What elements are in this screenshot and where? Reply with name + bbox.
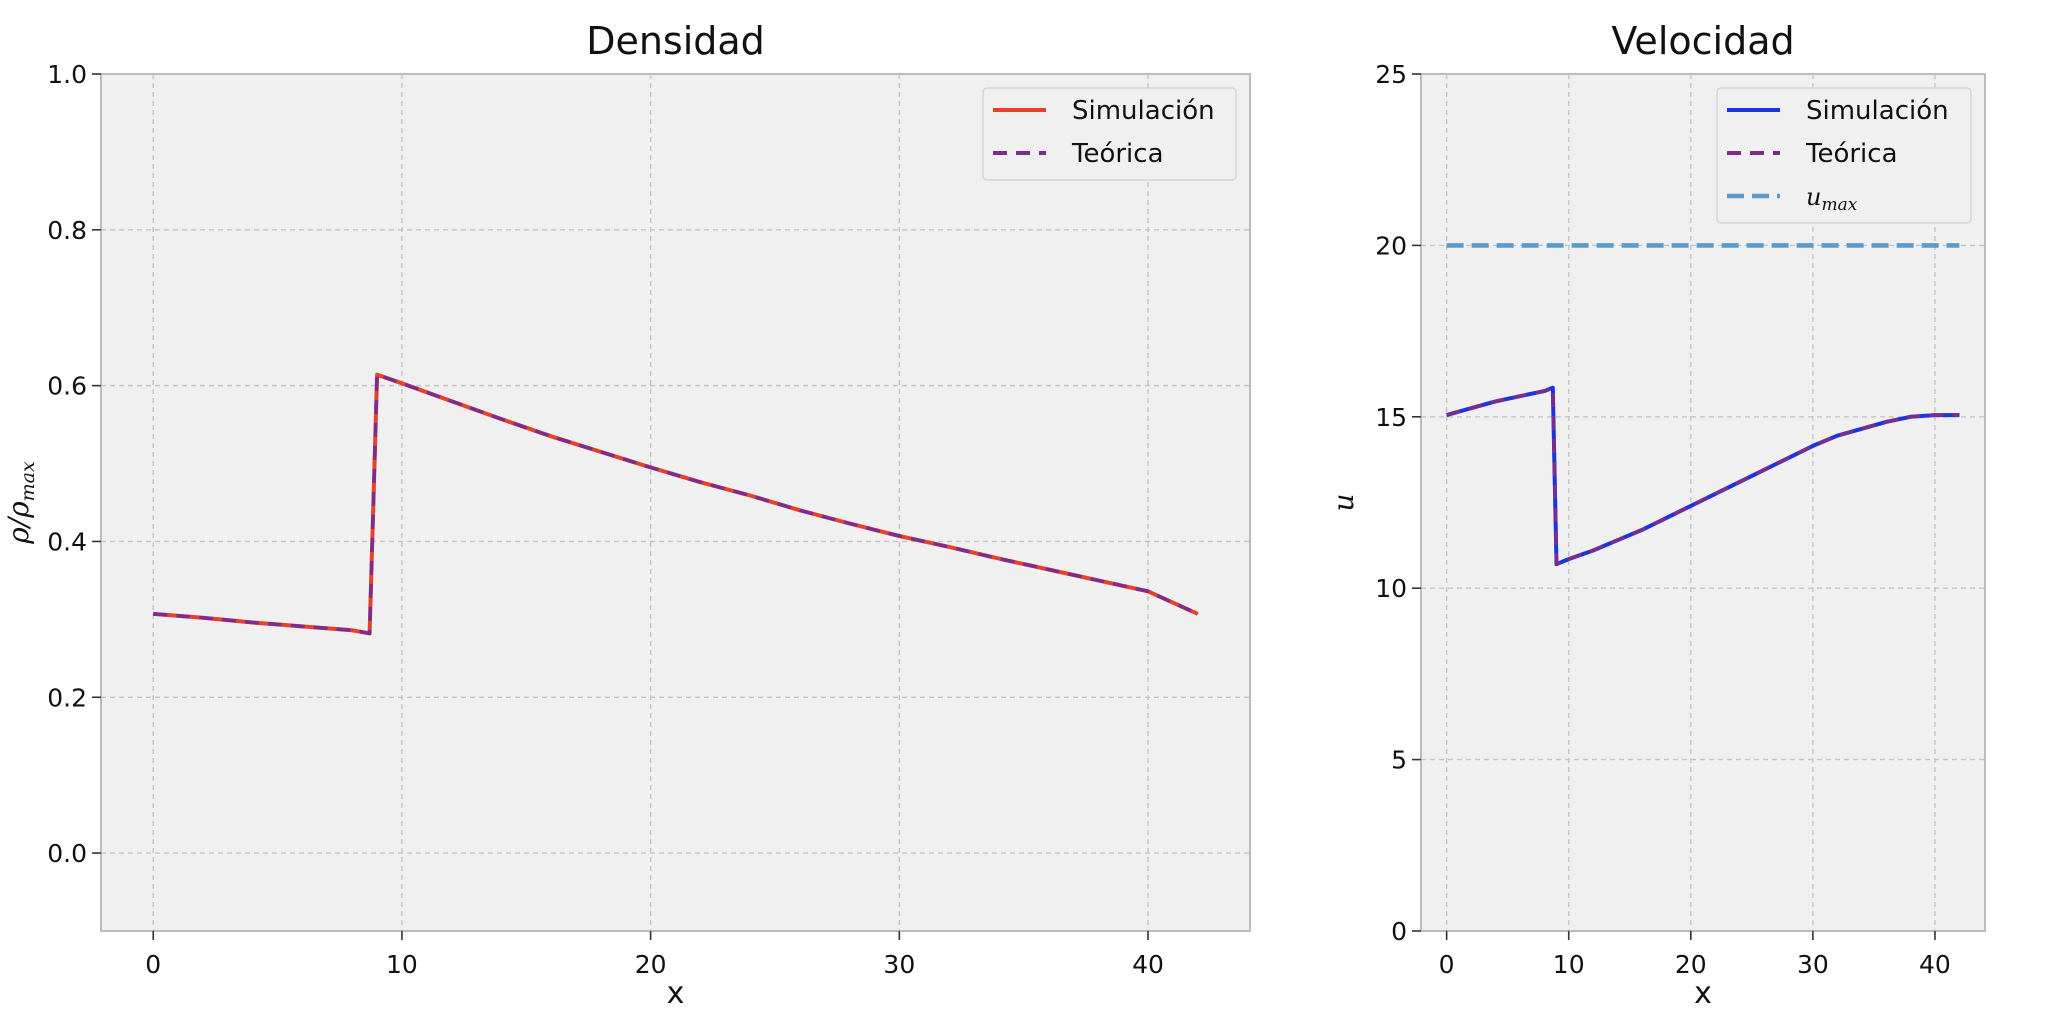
y-tick-label: 0.8: [47, 216, 87, 245]
y-tick-label: 10: [1375, 574, 1407, 603]
chart-title: Densidad: [586, 19, 765, 63]
chart-title: Velocidad: [1611, 19, 1794, 63]
y-tick-label: 5: [1391, 746, 1407, 775]
y-tick-label: 0.2: [47, 683, 87, 712]
y-tick-label: 1.0: [47, 60, 87, 89]
x-tick-label: 0: [1439, 950, 1455, 979]
y-tick-label: 0.0: [47, 839, 87, 868]
x-tick-label: 40: [1919, 950, 1951, 979]
x-tick-label: 30: [883, 950, 915, 979]
x-tick-label: 10: [386, 950, 418, 979]
legend-box: [1716, 87, 1972, 224]
plot-frame: [1420, 73, 1986, 932]
y-axis-label-subscript: max: [17, 461, 39, 501]
legend: Simulación Teórica: [982, 87, 1237, 181]
x-tick-label: 10: [1553, 950, 1585, 979]
legend-label: Teórica: [1071, 139, 1164, 169]
density-panel: 0 10 20 30 400.00.20.40.60.81.0Densidadxρ/ρm…: [2, 19, 1251, 1011]
x-axis-label: x: [1694, 976, 1712, 1011]
y-axis-label: u: [1327, 493, 1360, 511]
x-tick-label: 30: [1797, 950, 1829, 979]
plot-area: [101, 74, 1250, 931]
y-tick-label: 20: [1375, 231, 1407, 260]
plot-frame: [100, 73, 1251, 932]
legend-label: Simulación: [1072, 96, 1215, 126]
y-tick-label: 0: [1391, 917, 1407, 946]
legend-label: Simulación: [1806, 96, 1949, 126]
y-tick-label: 15: [1375, 403, 1407, 432]
legend-box: [982, 87, 1237, 181]
velocity-panel: 0 10 20 30 40 0 5 10 15 20 25 Velocidad x u Simulación…: [1327, 19, 1986, 1011]
y-tick-label: 25: [1375, 60, 1407, 89]
density-terica-series: [153, 372, 1199, 636]
x-tick-label: 20: [1675, 950, 1707, 979]
x-tick-label: 0: [145, 950, 161, 979]
velocity-terica-series: [1446, 385, 1960, 567]
y-tick-label: 0.6: [47, 372, 87, 401]
legend-label-subscript: max: [1821, 195, 1857, 215]
legend-label: Teórica: [1805, 139, 1898, 169]
x-tick-label: 40: [1132, 950, 1164, 979]
x-axis-label: x: [667, 976, 685, 1011]
y-tick-label: 0.4: [47, 527, 87, 556]
x-tick-label: 20: [635, 950, 667, 979]
